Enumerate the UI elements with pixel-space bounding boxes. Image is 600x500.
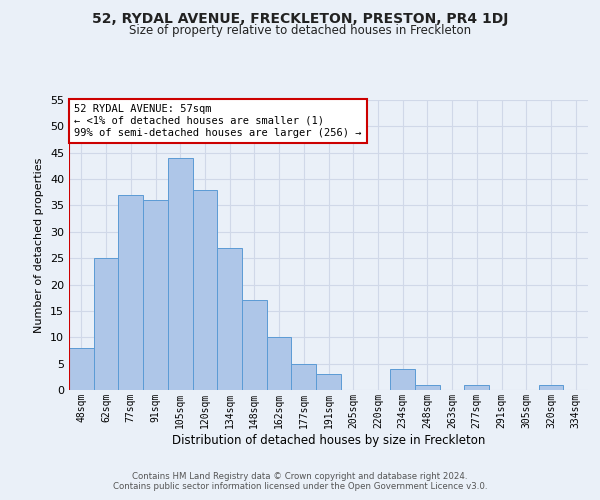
Bar [217, 248, 242, 390]
Bar [539, 384, 563, 390]
X-axis label: Distribution of detached houses by size in Freckleton: Distribution of detached houses by size … [172, 434, 485, 446]
Bar [242, 300, 267, 390]
Text: Contains public sector information licensed under the Open Government Licence v3: Contains public sector information licen… [113, 482, 487, 491]
Bar [464, 384, 489, 390]
Bar [292, 364, 316, 390]
Text: 52, RYDAL AVENUE, FRECKLETON, PRESTON, PR4 1DJ: 52, RYDAL AVENUE, FRECKLETON, PRESTON, P… [92, 12, 508, 26]
Bar [415, 384, 440, 390]
Bar [316, 374, 341, 390]
Bar [69, 348, 94, 390]
Y-axis label: Number of detached properties: Number of detached properties [34, 158, 44, 332]
Bar [390, 369, 415, 390]
Bar [143, 200, 168, 390]
Bar [94, 258, 118, 390]
Bar [168, 158, 193, 390]
Bar [118, 195, 143, 390]
Bar [193, 190, 217, 390]
Text: 52 RYDAL AVENUE: 57sqm
← <1% of detached houses are smaller (1)
99% of semi-deta: 52 RYDAL AVENUE: 57sqm ← <1% of detached… [74, 104, 362, 138]
Text: Size of property relative to detached houses in Freckleton: Size of property relative to detached ho… [129, 24, 471, 37]
Bar [267, 338, 292, 390]
Text: Contains HM Land Registry data © Crown copyright and database right 2024.: Contains HM Land Registry data © Crown c… [132, 472, 468, 481]
